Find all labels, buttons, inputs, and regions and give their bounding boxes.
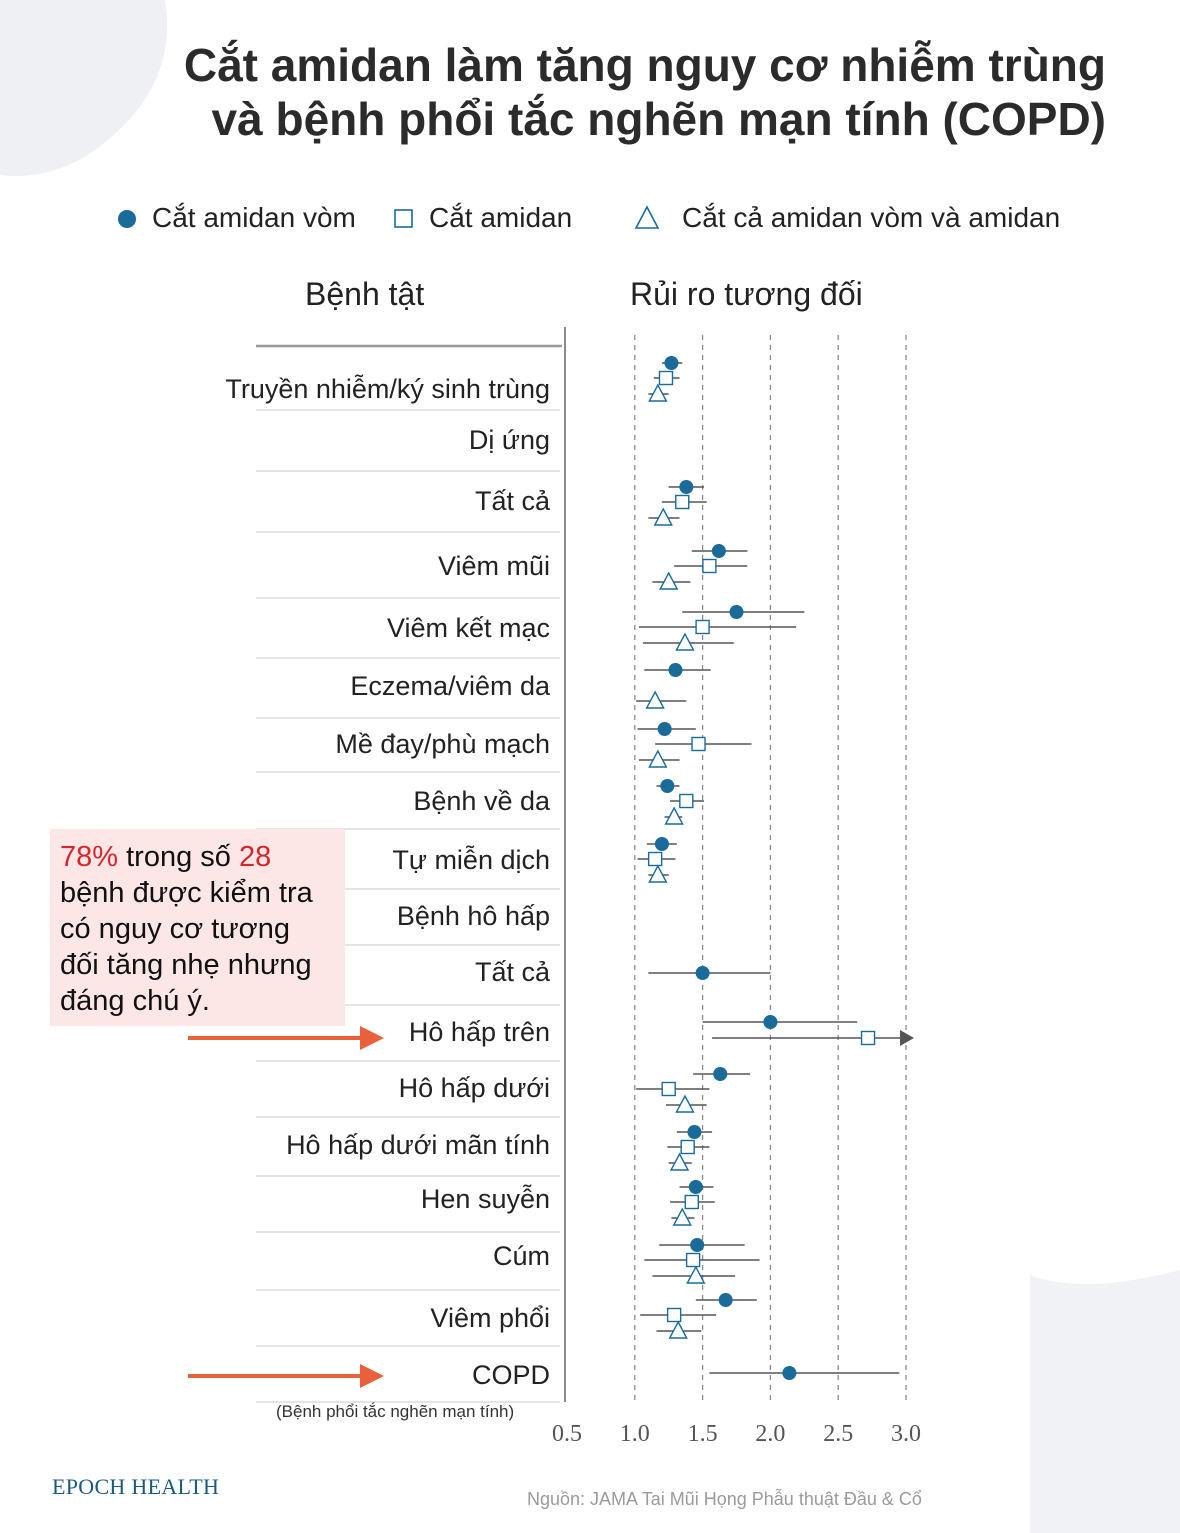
legend-label-both: Cắt cả amidan vòm và amidan [682,202,1061,233]
point-tonsillectomy [658,370,674,386]
point-both [675,1094,695,1113]
chart-legend: Cắt amidan vòm Cắt amidan Cắt cả amidan … [0,202,1180,246]
point-adenoidectomy [687,1125,702,1139]
point-tonsillectomy [680,1139,695,1155]
point-both [648,749,668,768]
point-tonsillectomy [691,736,706,752]
legend-item-both: Cắt cả amidan vòm và amidan [634,202,1060,234]
row-label-upper-respiratory: Hô hấp trên [408,1017,550,1047]
point-both [675,632,695,651]
row-label-autoimmune: Tự miễn dịch [392,845,550,875]
point-adenoidectomy [695,966,710,980]
row-separators [256,409,560,1403]
point-adenoidectomy [657,722,672,736]
point-adenoidectomy [660,779,675,793]
point-adenoidectomy [668,663,683,677]
disease-column-header: Bệnh tật [305,276,425,312]
row-label-influenza: Cúm [492,1241,550,1271]
point-both [648,383,668,402]
row-label-asthma: Hen suyễn [420,1184,550,1214]
row-label-chronic-lower-respiratory: Hô hấp dưới mãn tính [286,1130,550,1160]
point-adenoidectomy [782,1366,797,1380]
point-tonsillectomy [666,1307,682,1323]
point-tonsillectomy [661,1081,676,1097]
point-adenoidectomy [718,1293,733,1307]
point-adenoidectomy [690,1238,705,1252]
page-title-line-1: Cắt amidan làm tăng nguy cơ nhiễm trùng [183,39,1106,91]
highlight-arrow-copd [188,1364,384,1388]
callout-text-2: bệnh được kiểm tra có nguy cơ tương đối … [60,877,313,1017]
row-label-allergy: Dị ứng [468,425,550,455]
point-adenoidectomy [729,605,744,619]
x-tick-label: 0.5 [552,1421,582,1447]
point-both [653,507,673,526]
source-note: Nguồn: JAMA Tai Mũi Họng Phẫu thuật Đầu … [527,1489,922,1509]
point-adenoidectomy [711,544,726,558]
legend-item-adenoidectomy: Cắt amidan vòm [116,202,356,234]
filled-circle-icon [118,210,136,228]
point-adenoidectomy [763,1015,778,1029]
ci-arrow-head [900,1030,914,1046]
point-both [664,806,684,825]
point-adenoidectomy [713,1067,728,1081]
row-label-copd: COPD [471,1360,550,1390]
x-tick-label: 2.5 [823,1421,853,1447]
callout-percent: 78% [60,841,119,873]
point-adenoidectomy [654,837,669,851]
x-tick-label: 1.0 [620,1421,650,1447]
row-label-lower-respiratory: Hô hấp dưới [398,1073,550,1103]
point-tonsillectomy [679,793,694,809]
point-both [645,690,665,709]
callout-box: 78% trong số 28 bệnh được kiểm tra có ng… [50,829,345,1026]
brand-logo-text: EPOCH HEALTH [52,1474,220,1499]
point-both [668,1320,688,1339]
point-adenoidectomy [664,356,679,370]
row-label-urticaria: Mề đay/phù mạch [335,729,550,759]
row-label-skin: Bệnh về da [413,786,550,816]
row-label-respiratory: Bệnh hô hấp [396,901,550,931]
legend-item-tonsillectomy: Cắt amidan [393,202,572,234]
point-tonsillectomy [685,1252,701,1268]
row-label-infectious: Truyền nhiễm/ký sinh trùng [225,374,550,404]
point-both [669,1152,690,1171]
row-label-conjunctivitis: Viêm kết mạc [386,613,550,643]
row-label-pneumonia: Viêm phổi [430,1303,550,1333]
page-title-line-2: và bệnh phổi tắc nghẽn mạn tính (COPD) [211,93,1106,145]
legend-label-adenoidectomy: Cắt amidan vòm [152,202,356,233]
copd-footnote: (Bệnh phổi tắc nghẽn mạn tính) [276,1402,515,1421]
x-tick-label: 1.5 [688,1421,718,1447]
point-adenoidectomy [688,1180,703,1194]
legend-label-tonsillectomy: Cắt amidan [429,202,573,233]
point-tonsillectomy [675,494,690,510]
point-both [648,864,668,883]
row-label-eczema: Eczema/viêm da [350,671,550,701]
open-triangle-icon [634,205,660,229]
risk-column-header: Rủi ro tương đối [630,276,863,312]
row-label-allergy-all: Tất cả [474,486,550,516]
callout-text-1: trong số [118,841,239,873]
point-tonsillectomy [702,558,717,574]
row-label-rhinitis: Viêm mũi [437,551,550,581]
point-tonsillectomy [695,619,710,635]
row-label-respiratory-all: Tất cả [474,957,550,987]
x-tick-label: 3.0 [891,1421,921,1447]
open-square-icon [394,209,413,228]
point-both [672,1207,692,1226]
callout-count: 28 [238,841,272,873]
point-adenoidectomy [679,480,694,494]
point-both [659,571,679,590]
point-tonsillectomy [860,1030,876,1046]
highlight-arrow-upper-respiratory [188,1026,384,1050]
point-tonsillectomy [647,851,663,867]
point-tonsillectomy [684,1194,699,1210]
x-tick-label: 2.0 [755,1421,785,1447]
point-both [686,1265,706,1284]
